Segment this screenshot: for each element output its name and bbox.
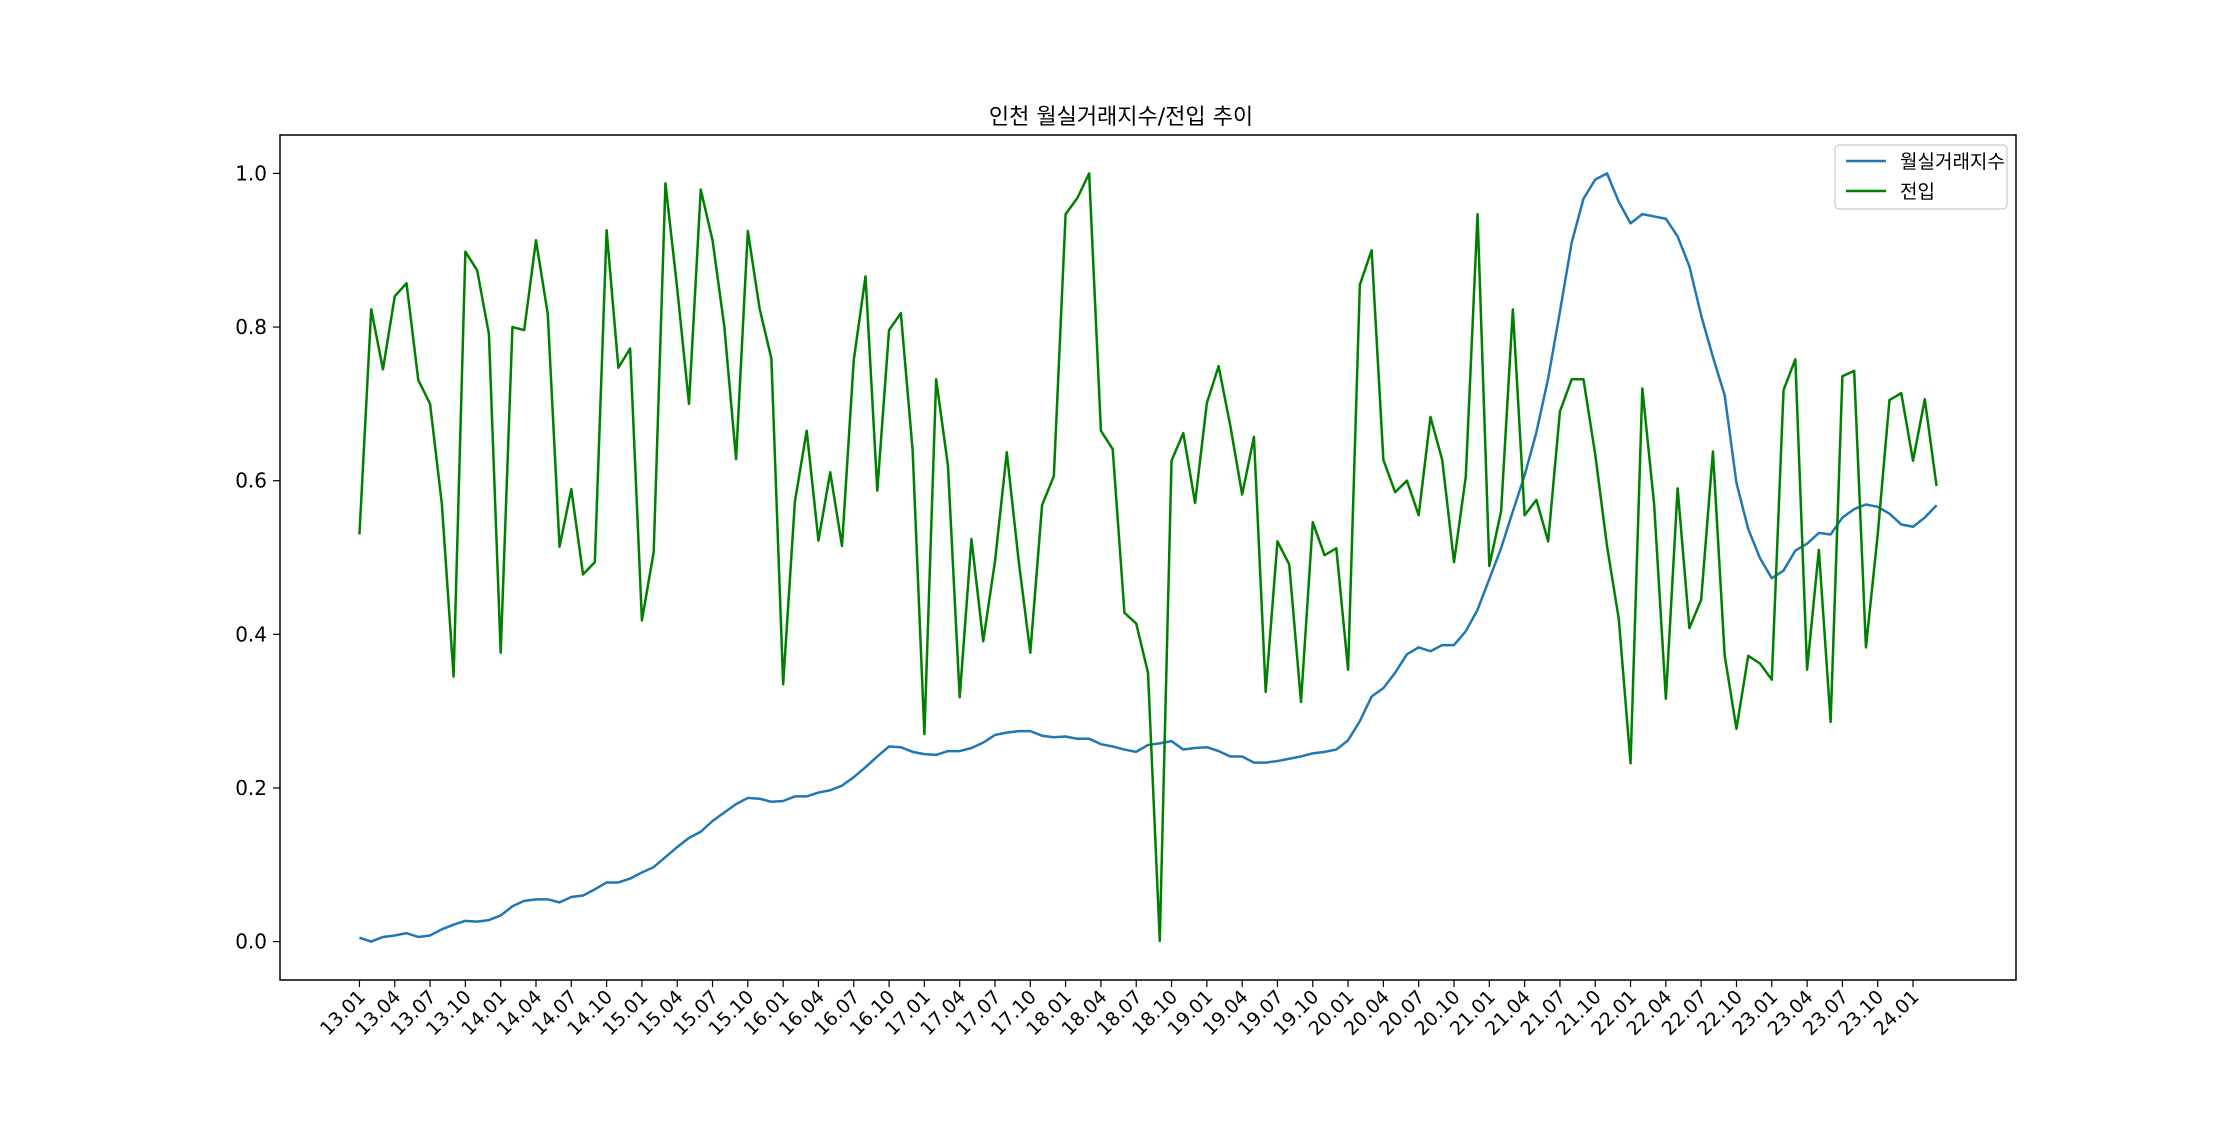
series-line-0 (359, 172, 1938, 943)
y-tick-label: 0.6 (235, 469, 267, 493)
legend-label-0: 월실거래지수 (1900, 151, 2005, 173)
plot-content (358, 172, 1938, 943)
y-tick-label: 0.8 (235, 315, 267, 339)
plot-frame (279, 134, 2017, 981)
y-tick-label: 0.2 (235, 776, 267, 800)
x-axis: 13.0113.0413.0713.1014.0114.0414.0714.10… (316, 980, 1924, 1040)
y-axis: 0.0 0.2 0.4 0.6 0.8 1.0 (235, 161, 280, 954)
y-tick-label: 1.0 (235, 161, 267, 185)
y-tick-label: 0.4 (235, 622, 267, 646)
series-line-1 (358, 172, 1938, 943)
y-tick-label: 0.0 (235, 930, 267, 954)
chart-title: 인천 월실거래지수/전입 추이 (989, 105, 1253, 130)
legend-label-1: 전입 (1900, 181, 1935, 203)
